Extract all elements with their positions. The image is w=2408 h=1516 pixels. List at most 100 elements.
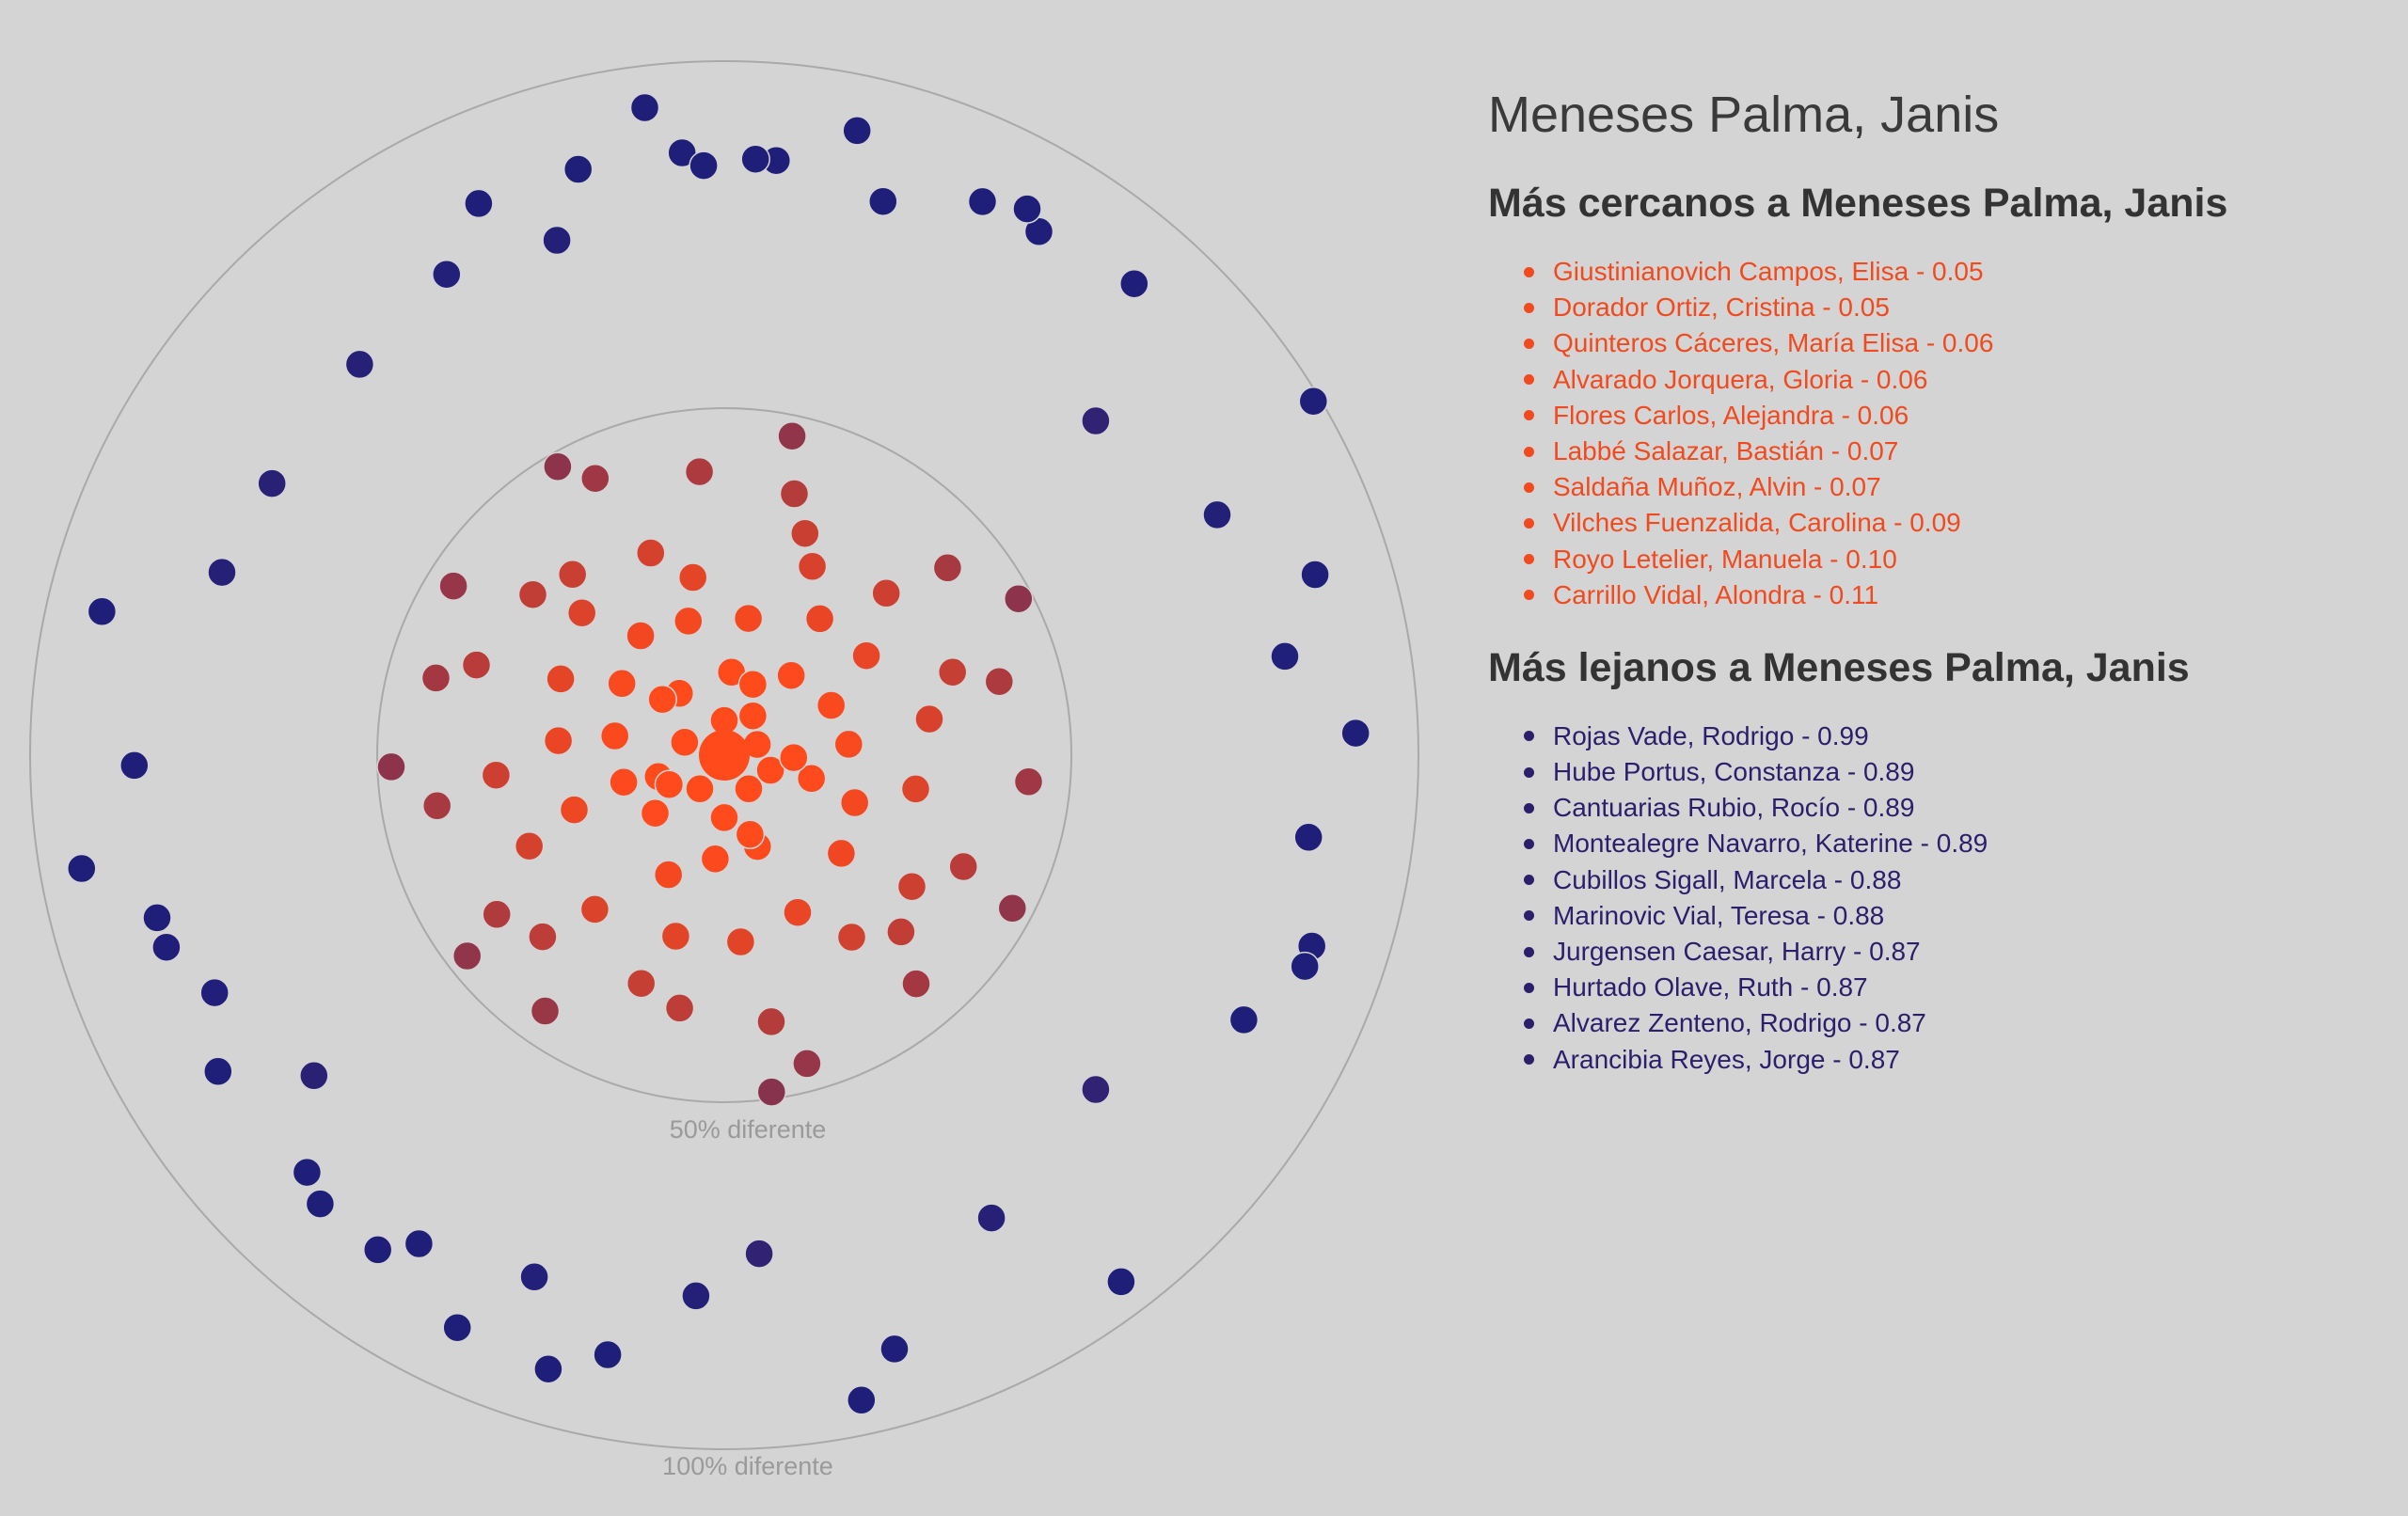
person-point[interactable] xyxy=(779,742,809,773)
person-point[interactable] xyxy=(677,562,708,592)
person-point[interactable] xyxy=(1081,1074,1111,1105)
person-point[interactable] xyxy=(932,553,963,583)
person-point[interactable] xyxy=(871,578,901,608)
person-point[interactable] xyxy=(593,1339,623,1370)
person-point[interactable] xyxy=(292,1157,323,1188)
person-point[interactable] xyxy=(299,1061,329,1091)
person-point[interactable] xyxy=(546,664,576,694)
person-point[interactable] xyxy=(777,420,807,451)
person-point[interactable] xyxy=(452,940,483,971)
person-point[interactable] xyxy=(681,1281,711,1311)
person-point[interactable] xyxy=(700,844,731,875)
person-point[interactable] xyxy=(151,932,182,962)
person-point[interactable] xyxy=(464,188,494,219)
person-point[interactable] xyxy=(362,1235,393,1265)
person-point[interactable] xyxy=(207,557,237,588)
person-point[interactable] xyxy=(744,1239,774,1269)
person-point[interactable] xyxy=(654,769,685,799)
person-point[interactable] xyxy=(257,468,287,498)
person-point[interactable] xyxy=(967,186,998,217)
person-point[interactable] xyxy=(482,899,512,930)
person-point[interactable] xyxy=(836,922,867,953)
person-point[interactable] xyxy=(839,787,870,818)
person-point[interactable] xyxy=(851,640,881,671)
person-point[interactable] xyxy=(420,663,452,693)
person-point[interactable] xyxy=(404,1228,435,1259)
person-point[interactable] xyxy=(734,774,764,804)
person-point[interactable] xyxy=(1106,1267,1136,1297)
person-point[interactable] xyxy=(868,186,898,216)
person-point[interactable] xyxy=(670,727,700,758)
person-point[interactable] xyxy=(519,1262,549,1292)
center-person-point[interactable] xyxy=(699,730,750,781)
person-point[interactable] xyxy=(756,1006,786,1037)
person-point[interactable] xyxy=(344,349,375,380)
person-point[interactable] xyxy=(664,993,695,1023)
person-point[interactable] xyxy=(740,144,770,174)
person-point[interactable] xyxy=(689,150,719,181)
person-point[interactable] xyxy=(640,797,671,829)
person-point[interactable] xyxy=(755,755,785,785)
person-point[interactable] xyxy=(647,684,677,715)
person-point[interactable] xyxy=(557,560,588,590)
person-point[interactable] xyxy=(790,518,820,548)
person-point[interactable] xyxy=(442,1312,472,1343)
person-point[interactable] xyxy=(879,1334,910,1365)
person-point[interactable] xyxy=(305,1189,336,1219)
person-point[interactable] xyxy=(776,660,806,690)
person-point[interactable] xyxy=(199,977,230,1008)
person-point[interactable] xyxy=(517,579,548,609)
person-point[interactable] xyxy=(636,538,666,568)
person-point[interactable] xyxy=(673,606,704,637)
person-point[interactable] xyxy=(997,893,1028,924)
person-point[interactable] xyxy=(481,760,512,790)
person-point[interactable] xyxy=(1012,194,1042,224)
person-point[interactable] xyxy=(684,456,715,487)
person-point[interactable] xyxy=(948,851,978,882)
person-point[interactable] xyxy=(937,656,968,687)
person-point[interactable] xyxy=(67,853,97,884)
person-point[interactable] xyxy=(461,650,492,680)
person-point[interactable] xyxy=(826,838,857,869)
person-point[interactable] xyxy=(562,154,594,184)
person-point[interactable] xyxy=(609,766,639,797)
person-point[interactable] xyxy=(438,571,468,601)
person-point[interactable] xyxy=(900,774,931,804)
person-point[interactable] xyxy=(203,1056,233,1087)
person-point[interactable] xyxy=(1004,583,1034,614)
person-point[interactable] xyxy=(626,968,657,999)
person-point[interactable] xyxy=(685,774,715,804)
person-point[interactable] xyxy=(1298,386,1329,417)
person-point[interactable] xyxy=(737,701,768,731)
person-point[interactable] xyxy=(660,921,691,952)
person-point[interactable] xyxy=(142,903,172,933)
person-point[interactable] xyxy=(1290,951,1320,982)
person-point[interactable] xyxy=(1081,405,1111,436)
person-point[interactable] xyxy=(886,917,916,947)
person-point[interactable] xyxy=(533,1353,563,1384)
person-point[interactable] xyxy=(984,666,1015,697)
person-point[interactable] xyxy=(1340,718,1370,749)
person-point[interactable] xyxy=(559,795,590,825)
person-point[interactable] xyxy=(599,720,630,751)
person-point[interactable] xyxy=(421,791,452,821)
person-point[interactable] xyxy=(579,894,610,924)
person-point[interactable] xyxy=(709,802,739,833)
person-point[interactable] xyxy=(792,1049,822,1079)
person-point[interactable] xyxy=(566,597,597,628)
person-point[interactable] xyxy=(528,922,558,952)
person-point[interactable] xyxy=(976,1203,1006,1233)
person-point[interactable] xyxy=(1228,1004,1259,1035)
person-point[interactable] xyxy=(1013,766,1044,797)
person-point[interactable] xyxy=(629,92,660,123)
person-point[interactable] xyxy=(1270,641,1300,671)
person-point[interactable] xyxy=(543,451,573,482)
person-point[interactable] xyxy=(626,621,656,651)
person-point[interactable] xyxy=(816,690,847,720)
person-point[interactable] xyxy=(1300,560,1330,590)
person-point[interactable] xyxy=(796,764,827,794)
person-point[interactable] xyxy=(725,926,756,957)
person-point[interactable] xyxy=(756,1077,787,1107)
person-point[interactable] xyxy=(530,996,561,1026)
person-point[interactable] xyxy=(1119,268,1149,299)
